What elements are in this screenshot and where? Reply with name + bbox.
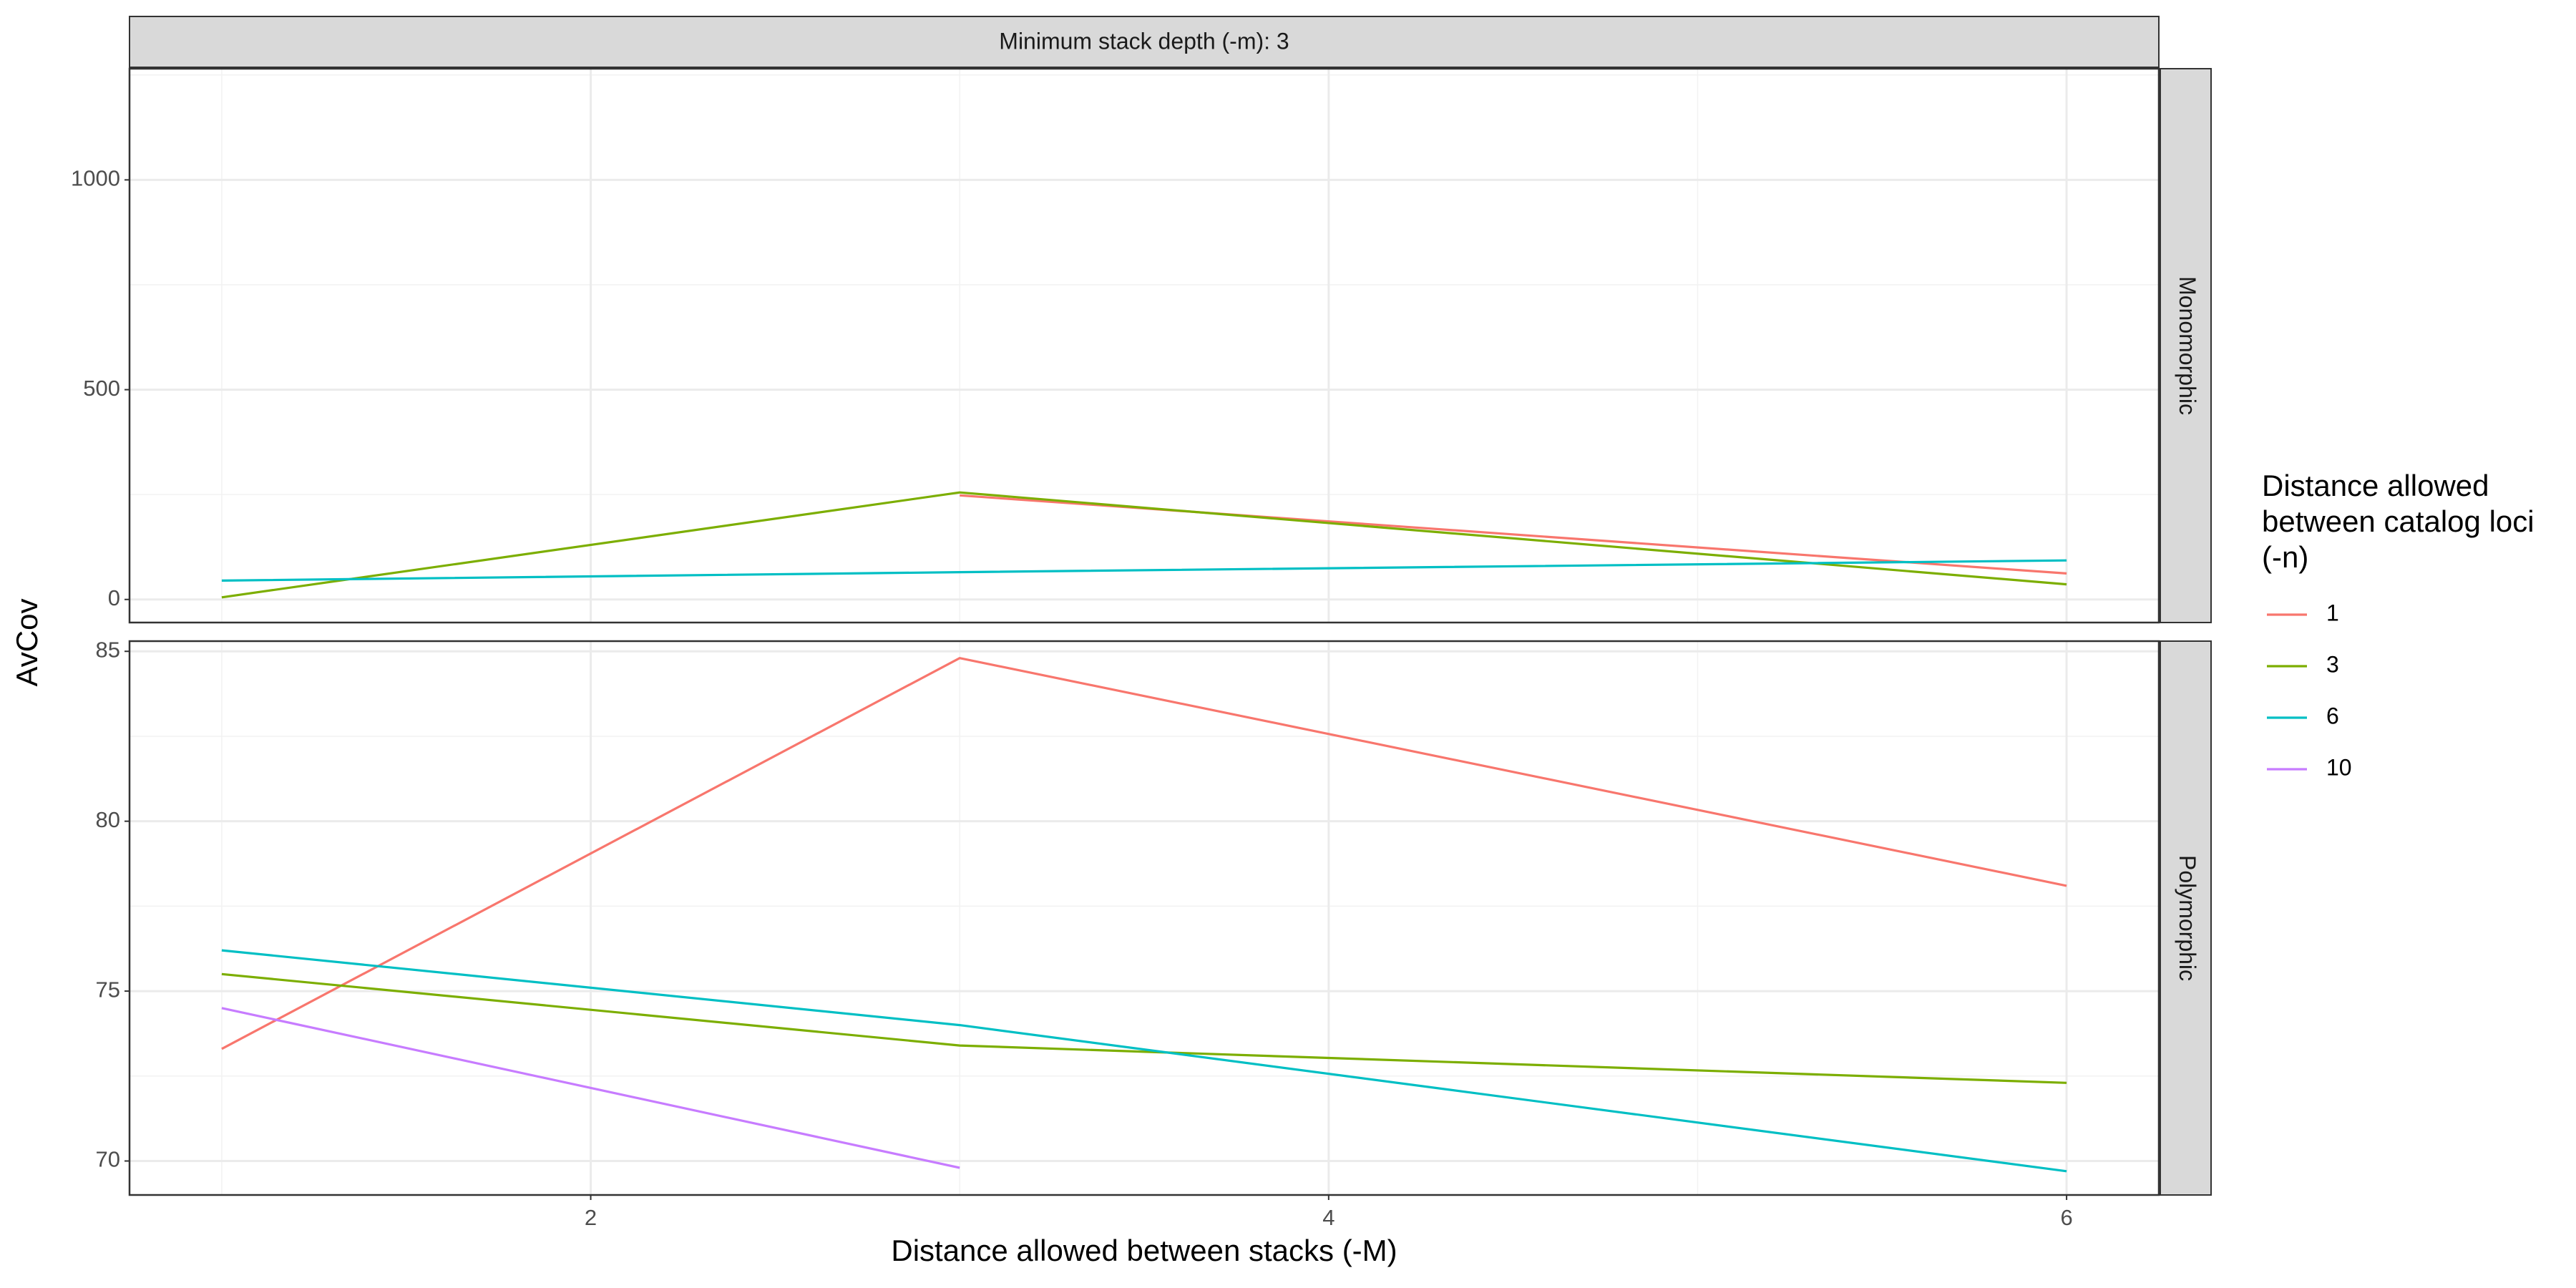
legend-item-3: 3 — [2267, 651, 2339, 677]
y-tick-label: 80 — [96, 807, 120, 832]
facet-strip-top: Minimum stack depth (-m): 3 — [129, 16, 2160, 68]
facet-strip-right-label: Monomorphic — [2175, 276, 2200, 415]
panel-border — [128, 67, 2160, 624]
facet-strip-right-label: Polymorphic — [2175, 855, 2200, 981]
y-tick-label: 85 — [96, 637, 120, 662]
x-axis-title: Distance allowed between stacks (-M) — [891, 1234, 1397, 1267]
panel-border — [128, 640, 2160, 1196]
x-tick-label: 2 — [585, 1205, 597, 1230]
series-line-n-6 — [221, 949, 2067, 1173]
x-axis: 2 4 6 — [585, 1195, 2073, 1230]
legend-title-line-1: Distance allowed — [2262, 469, 2489, 502]
legend-label: 10 — [2326, 754, 2352, 780]
legend-item-10: 10 — [2267, 754, 2352, 780]
panel-background — [130, 69, 2159, 623]
series-line-n-6 — [221, 559, 2067, 582]
series-line-n-3 — [221, 972, 2067, 1084]
gridlines — [130, 69, 2159, 623]
x-tick-label: 6 — [2060, 1205, 2072, 1230]
panel-background — [130, 641, 2159, 1195]
y-tick-label: 500 — [83, 376, 120, 401]
legend-item-1: 1 — [2267, 600, 2339, 625]
legend-label: 1 — [2326, 600, 2339, 625]
legend-item-6: 6 — [2267, 703, 2339, 728]
y-tick-label: 1000 — [71, 166, 120, 191]
legend-items: 1 3 6 10 — [2267, 600, 2352, 780]
legend: Distance allowed between catalog loci (-… — [2262, 469, 2534, 780]
y-tick-label: 0 — [108, 585, 120, 610]
facet-strip-top-label: Minimum stack depth (-m): 3 — [999, 28, 1289, 54]
series-lines — [221, 657, 2067, 1173]
legend-label: 6 — [2326, 703, 2339, 728]
y-axis-title: AvCov — [10, 599, 44, 687]
y-tick-label: 75 — [96, 977, 120, 1002]
legend-title-line-3: (-n) — [2262, 540, 2308, 574]
facet-strip-right — [2160, 640, 2212, 1196]
legend-title-line-2: between catalog loci — [2262, 504, 2534, 538]
panel-monomorphic: 0 500 1000 Monomorphic — [71, 67, 2212, 624]
panel-polymorphic: 70 75 80 85 Polymorphic — [96, 637, 2212, 1196]
x-tick-label: 4 — [1322, 1205, 1335, 1230]
series-line-n-1 — [221, 657, 2067, 1050]
legend-label: 3 — [2326, 651, 2339, 677]
facet-strip-right — [2160, 68, 2212, 623]
gridlines — [130, 641, 2159, 1195]
series-lines — [221, 491, 2067, 599]
series-line-n-10 — [221, 1007, 960, 1169]
y-tick-label: 70 — [96, 1147, 120, 1172]
facet-strip-top-background — [129, 16, 2160, 68]
series-line-n-3 — [221, 491, 2067, 599]
